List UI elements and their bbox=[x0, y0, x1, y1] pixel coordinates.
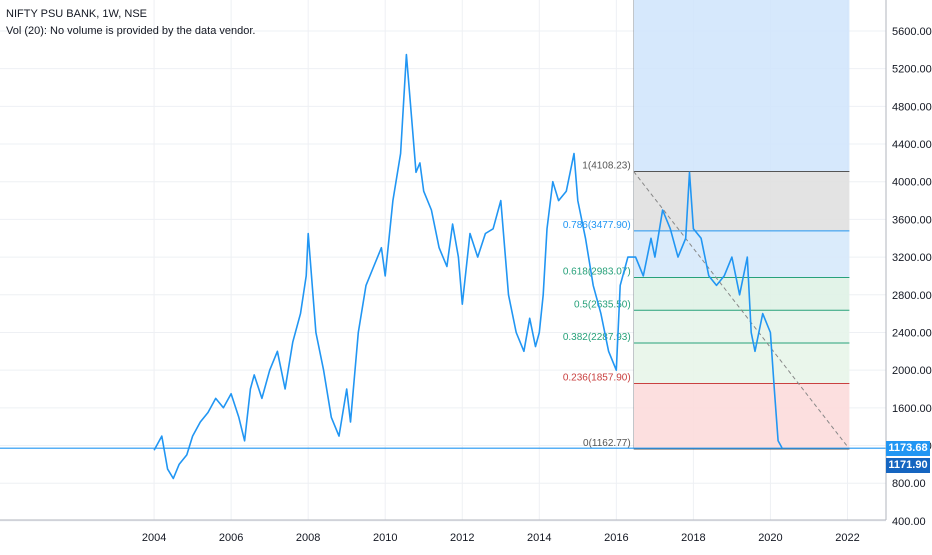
x-tick-label: 2014 bbox=[527, 532, 551, 544]
fib-zone-0.382 bbox=[633, 343, 850, 384]
y-tick-label: 3600.00 bbox=[892, 214, 932, 226]
fib-label-0.382: 0.382(2287.93) bbox=[563, 332, 631, 343]
fib-label-0.618: 0.618(2983.07) bbox=[563, 267, 631, 278]
y-tick-label: 5600.00 bbox=[892, 26, 932, 38]
fib-trend-line bbox=[633, 171, 850, 450]
fib-label-0: 0(1162.77) bbox=[583, 438, 631, 449]
fib-label-0.5: 0.5(2635.50) bbox=[574, 299, 631, 310]
y-tick-label: 3200.00 bbox=[892, 252, 932, 264]
y-tick-label: 2000.00 bbox=[892, 365, 932, 377]
y-tick-label: 5200.00 bbox=[892, 64, 932, 76]
price-line bbox=[153, 53, 783, 480]
y-tick-label: 1600.00 bbox=[892, 403, 932, 415]
x-tick-label: 2012 bbox=[450, 532, 474, 544]
x-tick-label: 2004 bbox=[142, 532, 166, 544]
fib-label-1: 1(4108.23) bbox=[582, 161, 630, 172]
fib-zone-0.786 bbox=[633, 230, 850, 278]
y-tick-label: 2400.00 bbox=[892, 327, 932, 339]
x-tick-label: 2018 bbox=[681, 532, 705, 544]
fib-zone-extension bbox=[633, 0, 850, 172]
y-tick-label: 800.00 bbox=[892, 478, 926, 490]
fib-label-0.786: 0.786(3477.90) bbox=[563, 220, 631, 231]
x-tick-label: 2010 bbox=[373, 532, 397, 544]
last-price-badge: 1173.68 bbox=[886, 441, 930, 456]
x-tick-label: 2008 bbox=[296, 532, 320, 544]
y-tick-label: 4800.00 bbox=[892, 101, 932, 113]
x-tick-label: 2006 bbox=[219, 532, 243, 544]
y-tick-label: 4400.00 bbox=[892, 139, 932, 151]
x-tick-label: 2022 bbox=[835, 532, 859, 544]
y-tick-label: 2800.00 bbox=[892, 290, 932, 302]
y-tick-label: 400.00 bbox=[892, 516, 926, 528]
fib-label-0.236: 0.236(1857.90) bbox=[563, 373, 631, 384]
level-price-badge: 1171.90 bbox=[886, 458, 930, 473]
price-series bbox=[153, 53, 783, 480]
x-tick-label: 2020 bbox=[758, 532, 782, 544]
fib-zone-0.236 bbox=[633, 383, 850, 450]
fibonacci-retracement: 1(4108.23) 0.786(3477.90) 0.618(2983.07) 0.… bbox=[563, 0, 850, 450]
fib-zone-0.5 bbox=[633, 310, 850, 344]
y-tick-label: 4000.00 bbox=[892, 177, 932, 189]
x-tick-label: 2016 bbox=[604, 532, 628, 544]
fib-zone-1 bbox=[633, 171, 850, 231]
